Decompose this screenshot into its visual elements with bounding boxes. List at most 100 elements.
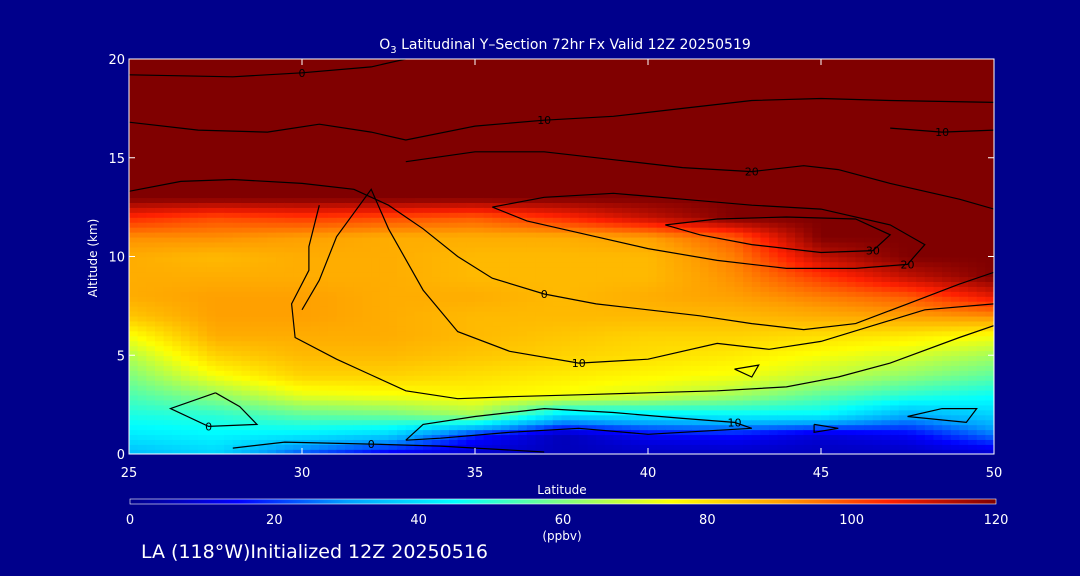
heatmap-cell (224, 414, 234, 421)
heatmap-cell (526, 315, 537, 322)
heatmap-cell (648, 202, 658, 208)
heatmap-cell (423, 236, 433, 243)
heatmap-cell (405, 83, 416, 90)
heatmap-cell (250, 310, 260, 317)
heatmap-cell (284, 93, 295, 100)
heatmap-cell (163, 375, 174, 381)
heatmap-cell (388, 315, 398, 322)
heatmap-cell (206, 389, 217, 396)
heatmap-cell (596, 266, 606, 273)
heatmap-cell (500, 103, 511, 110)
heatmap-cell (431, 305, 442, 312)
heatmap-cell (327, 335, 338, 342)
heatmap-cell (215, 212, 225, 218)
heatmap-cell (258, 340, 269, 347)
heatmap-cell (353, 187, 364, 194)
heatmap-cell (622, 123, 632, 129)
heatmap-cell (371, 291, 381, 297)
heatmap-cell (561, 345, 571, 352)
heatmap-cell (500, 320, 511, 327)
heatmap-cell (492, 197, 502, 203)
heatmap-cell (232, 296, 243, 302)
heatmap-cell (570, 226, 580, 233)
heatmap-cell (241, 399, 251, 406)
heatmap-cell (189, 182, 199, 189)
heatmap-cell (613, 108, 623, 115)
heatmap-cell (276, 271, 286, 278)
heatmap-cell (371, 113, 381, 120)
heatmap-cell (397, 315, 407, 322)
heatmap-cell (596, 197, 606, 203)
heatmap-cell (250, 449, 260, 454)
heatmap-cell (518, 365, 528, 371)
heatmap-cell (509, 113, 520, 120)
heatmap-cell (561, 59, 571, 65)
heatmap-cell (604, 207, 615, 213)
heatmap-cell (137, 340, 148, 347)
heatmap-cell (319, 123, 329, 129)
heatmap-cell (284, 187, 295, 194)
heatmap-cell (379, 103, 390, 110)
heatmap-cell (232, 375, 243, 381)
heatmap-cell (137, 379, 148, 386)
heatmap-cell (570, 335, 580, 342)
heatmap-cell (276, 419, 286, 426)
heatmap-cell (154, 444, 165, 450)
heatmap-cell (129, 271, 139, 278)
heatmap-cell (163, 108, 174, 115)
heatmap-cell (379, 182, 390, 189)
heatmap-cell (561, 236, 571, 243)
heatmap-cell (449, 419, 459, 426)
heatmap-cell (648, 345, 658, 352)
heatmap-cell (310, 108, 321, 115)
heatmap-cell (146, 449, 156, 454)
heatmap-cell (129, 394, 139, 401)
heatmap-cell (267, 207, 277, 213)
heatmap-cell (552, 207, 563, 213)
heatmap-cell (215, 286, 225, 292)
heatmap-cell (250, 118, 260, 124)
heatmap-cell (250, 236, 260, 243)
heatmap-cell (163, 340, 174, 347)
heatmap-cell (526, 182, 537, 189)
heatmap-cell (449, 157, 459, 164)
heatmap-cell (310, 281, 321, 287)
heatmap-cell (518, 63, 528, 70)
heatmap-cell (137, 73, 148, 80)
heatmap-cell (310, 207, 321, 213)
heatmap-cell (622, 113, 632, 120)
heatmap-cell (622, 63, 632, 70)
heatmap-cell (518, 113, 528, 120)
heatmap-cell (345, 59, 355, 65)
heatmap-cell (154, 68, 165, 75)
heatmap-cell (189, 108, 199, 115)
heatmap-cell (492, 315, 502, 322)
heatmap-cell (509, 320, 520, 327)
heatmap-cell (526, 384, 537, 391)
heatmap-cell (483, 335, 494, 342)
heatmap-cell (630, 286, 641, 292)
heatmap-cell (258, 251, 269, 258)
heatmap-cell (578, 172, 589, 179)
heatmap-cell (561, 300, 571, 307)
heatmap-cell (180, 384, 191, 391)
heatmap-cell (267, 310, 277, 317)
heatmap-cell (379, 281, 390, 287)
heatmap-cell (336, 251, 347, 258)
heatmap-cell (630, 88, 641, 95)
heatmap-cell (449, 78, 459, 85)
heatmap-cell (371, 93, 381, 100)
heatmap-cell (622, 310, 632, 317)
heatmap-cell (319, 231, 329, 238)
heatmap-cell (570, 379, 580, 386)
heatmap-cell (146, 305, 156, 312)
heatmap-cell (622, 296, 632, 302)
heatmap-cell (224, 231, 234, 238)
heatmap-cell (630, 172, 641, 179)
heatmap-cell (267, 266, 277, 273)
heatmap-cell (578, 142, 589, 149)
heatmap-cell (163, 147, 174, 154)
heatmap-cell (250, 217, 260, 223)
heatmap-cell (129, 449, 139, 454)
heatmap-cell (466, 291, 476, 297)
